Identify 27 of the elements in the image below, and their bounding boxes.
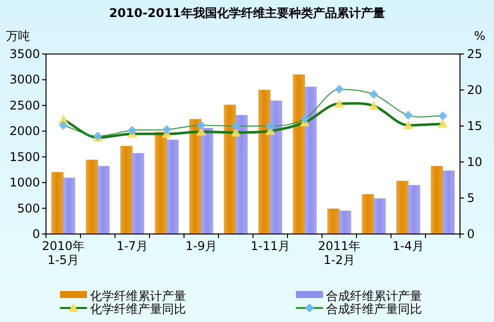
x-tick-label: 1-4月 (392, 239, 424, 253)
y2-tick-label: 20 (467, 83, 482, 97)
y2-tick-label: 25 (467, 47, 482, 61)
y-tick-label: 0 (32, 227, 40, 241)
y2-tick-label: 15 (467, 119, 482, 133)
y2-tick-label: 0 (467, 227, 475, 241)
legend-label: 合成纤维产量同比 (326, 302, 422, 316)
y-tick-label: 1000 (9, 176, 40, 190)
x-tick-label: 2011年 1-2月 (318, 239, 361, 267)
y2-axis-title: % (474, 29, 486, 43)
y2-tick-label: 10 (467, 155, 482, 169)
y2-tick-label: 5 (467, 191, 475, 205)
y-tick-label: 2000 (9, 124, 40, 138)
y-tick-label: 2500 (9, 98, 40, 112)
x-tick-label: 1-11月 (250, 239, 290, 253)
legend-label: 合成纤维累计产量 (326, 289, 422, 303)
y-tick-label: 500 (17, 201, 40, 216)
x-tick-label: 1-7月 (116, 239, 148, 253)
legend-label: 化学纤维累计产量 (90, 289, 186, 303)
y-axis-title: 万吨 (6, 29, 30, 43)
y-tick-label: 3500 (9, 47, 40, 61)
chart-title: 2010-2011年我国化学纤维主要种类产品累计产量 (109, 6, 385, 20)
y-tick-label: 3000 (9, 72, 40, 87)
y-tick-label: 1500 (9, 150, 40, 164)
x-tick-label: 1-9月 (185, 239, 218, 253)
legend-label: 化学纤维产量同比 (90, 302, 186, 316)
x-tick-label: 2010年 1-5月 (42, 239, 85, 267)
